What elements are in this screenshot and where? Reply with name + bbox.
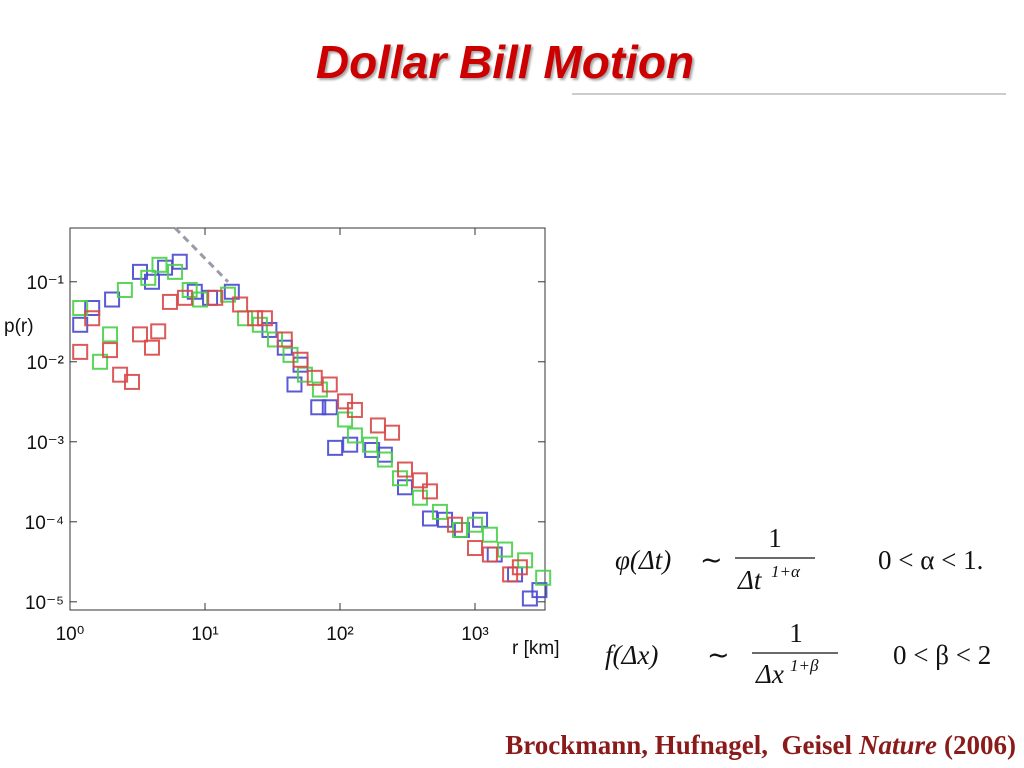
data-point	[467, 516, 484, 533]
data-point	[342, 436, 359, 453]
data-point	[232, 296, 249, 313]
data-point	[72, 343, 89, 360]
x-tick-label: 10⁰	[56, 624, 85, 645]
data-point	[384, 424, 401, 441]
data-point	[306, 369, 323, 386]
data-point	[84, 300, 101, 317]
data-point	[104, 291, 121, 308]
data-point	[176, 289, 193, 306]
data-point	[92, 353, 109, 370]
data-point	[292, 351, 309, 368]
y-tick-label: 10⁻²	[27, 353, 65, 374]
data-point	[286, 376, 303, 393]
x-tick-label: 10¹	[191, 624, 218, 645]
data-point	[144, 339, 161, 356]
data-point	[451, 521, 468, 538]
formula-lhs: f(Δx)	[605, 640, 658, 670]
data-point	[362, 436, 379, 453]
data-point	[337, 411, 354, 428]
data-point	[282, 346, 299, 363]
data-point	[144, 273, 161, 290]
data-point	[72, 300, 89, 317]
formula-exponent: 1+α	[771, 562, 801, 581]
data-point	[396, 461, 413, 478]
plot: 10⁻¹ 10⁻² 10⁻³ 10⁻⁴ 10⁻⁵ 10⁰ 10¹ 10² 10³	[25, 226, 552, 645]
data-point	[266, 331, 283, 348]
formula-condition: 0 < α < 1.	[878, 545, 983, 575]
data-point	[364, 441, 381, 458]
data-point	[247, 310, 264, 327]
data-point	[411, 472, 428, 489]
data-point	[311, 381, 328, 398]
data-point	[376, 451, 393, 468]
data-point	[535, 569, 552, 586]
formula-relation: ∼	[707, 640, 730, 670]
data-point	[223, 283, 240, 300]
data-point	[472, 511, 489, 528]
data-point	[131, 326, 148, 343]
y-tick-label: 10⁻⁵	[25, 593, 64, 614]
data-point	[511, 559, 528, 576]
formula-numerator: 1	[768, 523, 782, 553]
data-point	[346, 427, 363, 444]
data-point	[219, 286, 236, 303]
data-point	[531, 582, 548, 599]
formula-lhs: φ(Δt)	[615, 545, 671, 575]
data-point	[124, 373, 141, 390]
data-point	[131, 263, 148, 280]
data-point	[151, 256, 168, 273]
formula-denominator: Δx	[755, 659, 784, 689]
data-point	[481, 526, 498, 543]
data-point	[102, 342, 119, 359]
data-point	[321, 399, 338, 416]
data-point	[167, 263, 184, 280]
data-point	[327, 439, 344, 456]
formula-exponent: 1+β	[790, 656, 819, 675]
formula-condition: 0 < β < 2	[893, 640, 991, 670]
data-point	[116, 281, 133, 298]
data-point	[256, 310, 273, 327]
reference-line	[173, 226, 230, 283]
data-point	[207, 289, 224, 306]
formula-numerator: 1	[789, 618, 803, 648]
data-point	[421, 483, 438, 500]
formula-denominator: Δt	[737, 565, 763, 595]
y-axis-label: p(r)	[4, 316, 34, 337]
data-point	[171, 253, 188, 270]
formula-2: f(Δx) ∼ 1 Δx 1+β 0 < β < 2	[605, 618, 991, 689]
citation-journal: Nature	[858, 730, 937, 760]
data-point	[276, 331, 293, 348]
y-tick-label: 10⁻¹	[27, 273, 65, 294]
y-tick-label: 10⁻⁴	[25, 513, 64, 534]
data-point	[431, 503, 448, 520]
x-tick-label: 10²	[326, 624, 353, 645]
data-point	[84, 310, 101, 327]
data-point	[150, 323, 167, 340]
plot-frame	[69, 227, 546, 611]
data-point	[481, 546, 498, 563]
formula-relation: ∼	[700, 545, 723, 575]
data-point	[337, 393, 354, 410]
data-point	[497, 541, 514, 558]
data-point	[310, 399, 327, 416]
data-point	[346, 401, 363, 418]
data-point	[102, 326, 119, 343]
slide-title: Dollar Bill Motion	[316, 36, 694, 88]
data-point	[261, 321, 278, 338]
x-tick-label: 10³	[461, 624, 488, 645]
x-axis-label: r [km]	[512, 638, 560, 659]
data-point	[321, 376, 338, 393]
formula-1: φ(Δt) ∼ 1 Δt 1+α 0 < α < 1.	[615, 523, 983, 595]
y-tick-label: 10⁻³	[27, 433, 65, 454]
data-point	[391, 470, 408, 487]
citation-year: (2006)	[944, 730, 1016, 760]
citation: Brockmann, Hufnagel, Geisel Nature (2006)	[505, 730, 1016, 760]
data-point	[521, 590, 538, 607]
data-point	[192, 291, 209, 308]
data-point	[447, 516, 464, 533]
data-point	[140, 269, 157, 286]
citation-authors: Brockmann, Hufnagel, Geisel	[505, 730, 852, 760]
